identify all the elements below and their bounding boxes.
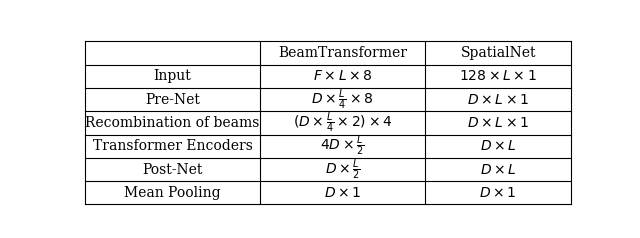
Text: $4D \times \frac{L}{2}$: $4D \times \frac{L}{2}$ xyxy=(320,134,365,159)
Text: Post-Net: Post-Net xyxy=(142,163,203,177)
Text: $D \times \frac{L}{4} \times 8$: $D \times \frac{L}{4} \times 8$ xyxy=(311,88,374,112)
Text: $128 \times L \times 1$: $128 \times L \times 1$ xyxy=(459,69,537,83)
Text: $D \times L$: $D \times L$ xyxy=(480,139,516,153)
Text: $D \times 1$: $D \times 1$ xyxy=(324,186,361,200)
Text: BeamTransformer: BeamTransformer xyxy=(278,46,407,60)
Text: $D \times \frac{L}{2}$: $D \times \frac{L}{2}$ xyxy=(324,157,360,182)
Text: Pre-Net: Pre-Net xyxy=(145,93,200,107)
Text: Transformer Encoders: Transformer Encoders xyxy=(93,139,252,153)
Text: $D \times L$: $D \times L$ xyxy=(480,163,516,177)
Text: $D \times 1$: $D \times 1$ xyxy=(479,186,516,200)
Text: Recombination of beams: Recombination of beams xyxy=(85,116,260,130)
Text: SpatialNet: SpatialNet xyxy=(460,46,536,60)
Text: $(D \times \frac{L}{4} \times 2) \times 4$: $(D \times \frac{L}{4} \times 2) \times … xyxy=(293,111,392,135)
Text: $D \times L \times 1$: $D \times L \times 1$ xyxy=(467,93,529,107)
Text: Input: Input xyxy=(154,69,191,83)
Text: $D \times L \times 1$: $D \times L \times 1$ xyxy=(467,116,529,130)
Text: $F \times L\times 8$: $F \times L\times 8$ xyxy=(313,69,372,83)
Text: Mean Pooling: Mean Pooling xyxy=(124,186,221,200)
